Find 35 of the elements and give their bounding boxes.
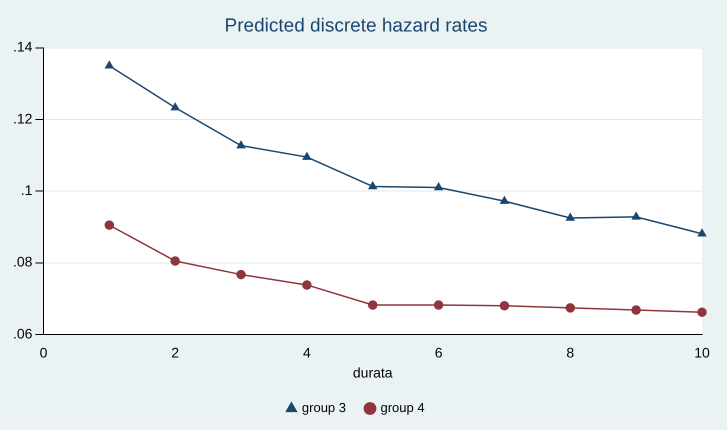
point xyxy=(566,213,575,221)
point xyxy=(170,102,180,110)
point xyxy=(434,182,443,190)
point xyxy=(698,228,706,236)
chart-title: Predicted discrete hazard rates xyxy=(224,16,488,37)
point xyxy=(500,300,510,310)
point xyxy=(500,196,509,204)
point xyxy=(434,300,444,310)
y-tick-label: .1 xyxy=(20,182,33,198)
x-tick-label: 0 xyxy=(40,344,48,361)
y-tick-label: .14 xyxy=(12,38,33,55)
point xyxy=(105,60,114,68)
point xyxy=(104,220,114,230)
x-tick-label: 8 xyxy=(566,344,574,361)
point xyxy=(566,303,576,313)
point xyxy=(302,280,312,290)
legend-label: group 3 xyxy=(302,400,346,416)
legend-label: group 4 xyxy=(380,400,425,416)
y-tick-label: .12 xyxy=(12,110,33,126)
point xyxy=(697,307,707,317)
x-tick-label: 10 xyxy=(694,344,710,361)
point xyxy=(236,140,246,148)
y-tick-label: .06 xyxy=(12,325,33,342)
y-tick-label: .08 xyxy=(12,254,33,270)
point xyxy=(236,270,246,280)
x-tick-label: 6 xyxy=(434,344,443,361)
x-tick-label: 4 xyxy=(302,344,311,361)
point xyxy=(368,182,377,190)
point xyxy=(302,152,312,160)
point xyxy=(368,300,378,310)
x-axis-title: durata xyxy=(352,364,393,380)
point xyxy=(631,305,641,315)
point xyxy=(170,256,180,266)
point xyxy=(632,212,640,220)
x-tick-label: 2 xyxy=(171,344,180,361)
